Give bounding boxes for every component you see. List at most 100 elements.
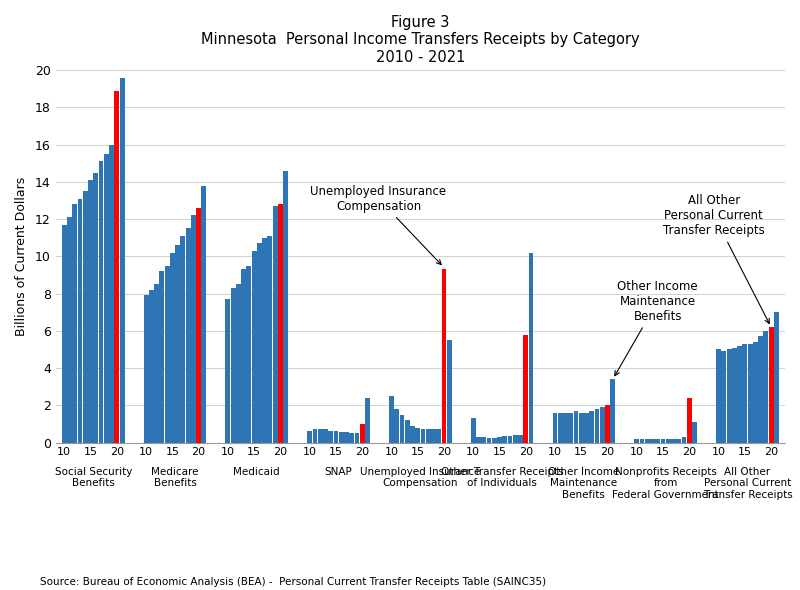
Text: Other Income
Maintenance
Benefits: Other Income Maintenance Benefits — [615, 280, 698, 376]
Bar — [104, 154, 109, 442]
Bar — [774, 312, 778, 442]
Bar — [394, 409, 399, 442]
Bar — [763, 331, 768, 442]
Bar — [88, 180, 93, 442]
Bar — [426, 428, 430, 442]
Bar — [165, 266, 170, 442]
Bar — [758, 336, 763, 442]
Bar — [313, 430, 318, 442]
Bar — [640, 439, 645, 442]
Bar — [267, 236, 272, 442]
Bar — [574, 411, 578, 442]
Bar — [722, 351, 726, 442]
Bar — [365, 398, 370, 442]
Bar — [191, 215, 196, 442]
Bar — [492, 438, 497, 442]
Bar — [170, 253, 174, 442]
Bar — [344, 432, 349, 442]
Bar — [67, 217, 72, 442]
Bar — [196, 208, 201, 442]
Bar — [634, 439, 639, 442]
Bar — [737, 346, 742, 442]
Bar — [497, 437, 502, 442]
Bar — [252, 251, 257, 442]
Bar — [410, 426, 415, 442]
Bar — [732, 348, 737, 442]
Text: Other Income
Maintenance
Benefits: Other Income Maintenance Benefits — [548, 467, 619, 500]
Bar — [523, 335, 528, 442]
Bar — [600, 407, 605, 442]
Bar — [415, 428, 420, 442]
Bar — [753, 342, 758, 442]
Bar — [154, 284, 159, 442]
Bar — [338, 432, 343, 442]
Bar — [692, 422, 697, 442]
Bar — [436, 430, 441, 442]
Bar — [62, 225, 66, 442]
Bar — [558, 413, 562, 442]
Bar — [507, 436, 513, 442]
Bar — [230, 288, 235, 442]
Bar — [421, 428, 426, 442]
Bar — [610, 379, 615, 442]
Bar — [518, 435, 523, 442]
Bar — [94, 172, 98, 442]
Bar — [650, 439, 655, 442]
Bar — [486, 438, 491, 442]
Bar — [354, 433, 359, 442]
Bar — [328, 431, 333, 442]
Bar — [661, 439, 666, 442]
Title: Figure 3
Minnesota  Personal Income Transfers Receipts by Category
2010 - 2021: Figure 3 Minnesota Personal Income Trans… — [201, 15, 640, 65]
Bar — [563, 413, 568, 442]
Bar — [72, 204, 78, 442]
Bar — [482, 437, 486, 442]
Bar — [742, 344, 747, 442]
Bar — [471, 418, 476, 442]
Bar — [109, 145, 114, 442]
Bar — [655, 439, 660, 442]
Text: Social Security
Benefits: Social Security Benefits — [54, 467, 132, 489]
Bar — [98, 161, 103, 442]
Bar — [83, 191, 88, 442]
Bar — [186, 228, 190, 442]
Bar — [262, 238, 267, 442]
Bar — [283, 171, 288, 442]
Text: Other Transfer Receipts
of Individuals: Other Transfer Receipts of Individuals — [441, 467, 563, 489]
Bar — [399, 415, 404, 442]
Bar — [242, 270, 246, 442]
Bar — [645, 439, 650, 442]
Text: Source: Bureau of Economic Analysis (BEA) -  Personal Current Transfer Receipts : Source: Bureau of Economic Analysis (BEA… — [40, 577, 546, 587]
Bar — [605, 405, 610, 442]
Bar — [529, 253, 534, 442]
Bar — [202, 186, 206, 442]
Bar — [273, 206, 278, 442]
Bar — [677, 439, 682, 442]
Text: Medicare
Benefits: Medicare Benefits — [151, 467, 198, 489]
Bar — [666, 439, 670, 442]
Text: Medicaid: Medicaid — [234, 467, 280, 477]
Bar — [513, 435, 518, 442]
Bar — [307, 431, 312, 442]
Bar — [716, 349, 721, 442]
Y-axis label: Billions of Current Dollars: Billions of Current Dollars — [15, 176, 28, 336]
Bar — [278, 204, 283, 442]
Bar — [120, 77, 125, 442]
Bar — [442, 270, 446, 442]
Bar — [257, 243, 262, 442]
Bar — [175, 245, 180, 442]
Bar — [553, 413, 558, 442]
Bar — [144, 296, 149, 442]
Bar — [590, 411, 594, 442]
Bar — [687, 398, 692, 442]
Bar — [334, 431, 338, 442]
Bar — [447, 340, 452, 442]
Bar — [405, 420, 410, 442]
Bar — [226, 299, 230, 442]
Bar — [389, 396, 394, 442]
Bar — [568, 413, 573, 442]
Bar — [78, 199, 82, 442]
Bar — [726, 349, 731, 442]
Bar — [350, 433, 354, 442]
Bar — [114, 91, 119, 442]
Bar — [318, 430, 322, 442]
